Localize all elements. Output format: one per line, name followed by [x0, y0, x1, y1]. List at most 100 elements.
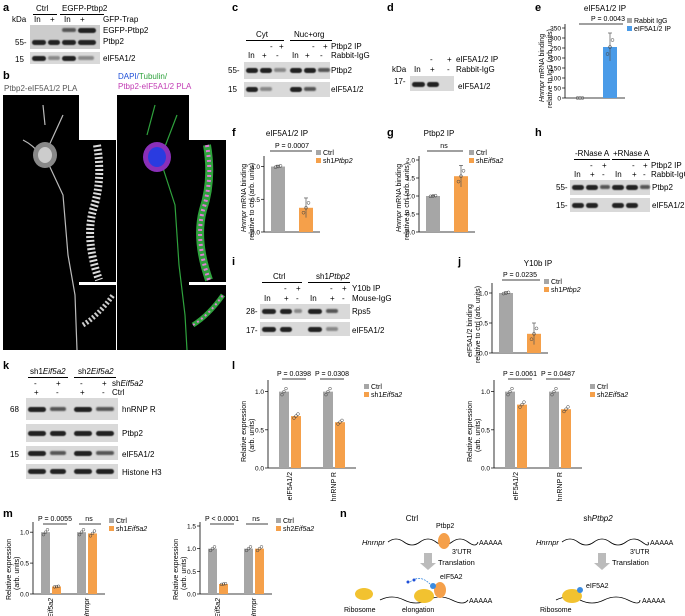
lane-sign: - — [590, 161, 593, 170]
n-sh-title: sh — [583, 514, 591, 523]
data-point — [259, 545, 264, 549]
chart-m-right-ns: ns — [252, 516, 260, 523]
ribosome-icon — [355, 588, 373, 600]
y-tick-label: 300 — [550, 36, 561, 43]
lane-group-sh1: sh1Ptbp2 — [316, 272, 350, 281]
n-gene-sh: Hnrnpr — [536, 538, 559, 547]
eif5a2-dot — [430, 583, 436, 589]
chart-f-ylab-2: mRNA binding — [241, 164, 248, 211]
data-point — [508, 389, 512, 394]
ribosome-icon — [414, 589, 434, 603]
bar — [219, 584, 228, 594]
y-tick-label: 0.0 — [406, 230, 415, 237]
data-point — [52, 585, 57, 589]
data-point — [336, 422, 340, 426]
panel-label-m: m — [3, 508, 13, 520]
n-ribosome-sh: Ribosome — [540, 607, 572, 614]
lane-sign: + — [430, 65, 435, 74]
chart-f-legend-1: Ctrl — [323, 150, 334, 157]
y-tick-label: 250 — [550, 46, 561, 53]
ptbp2-blob — [434, 582, 446, 598]
bar — [279, 391, 289, 468]
lane-sign: - — [447, 65, 450, 74]
data-point — [296, 412, 300, 416]
y-tick-label: 0.0 — [479, 351, 488, 358]
n-utr-ctrl: 3'UTR — [452, 549, 472, 556]
lane-in: In — [310, 294, 317, 303]
row-label-igg: Rabbit-IgG — [456, 65, 495, 74]
data-point — [510, 386, 514, 391]
y-tick-label: 0.0 — [187, 592, 196, 599]
data-point — [580, 96, 585, 100]
merge-image — [117, 95, 189, 350]
row-label-ip: eIF5A1/2 IP — [456, 55, 499, 64]
lane-group-ctrl: Ctrl — [36, 4, 49, 13]
row-label-igg: Rabbit-IgG — [651, 170, 685, 179]
data-point — [532, 332, 536, 336]
k-group-sh1: sh1Eif5a2 — [30, 367, 66, 376]
chart-e-legend-2: eIF5A1/2 IP — [634, 26, 671, 33]
merge-title: DAPI/Tubulin/ — [118, 73, 167, 81]
chart-f: eIF5A1/2 IP P = 0.0007 Ctrl sh1Ptbp2 Hnr… — [241, 129, 353, 240]
x-tick-label: hnRNP R — [331, 472, 338, 501]
lane-in: In — [292, 51, 299, 60]
pla-title-left: Ptbp2-eIF5A1/2 PLA — [4, 84, 78, 93]
row-label-ptbp2: Ptbp2 — [122, 429, 143, 438]
row-label-igg: Rabbit-IgG — [331, 51, 370, 60]
panel-label-c: c — [232, 2, 239, 14]
lane-sign: + — [602, 161, 607, 170]
data-point — [43, 530, 48, 534]
k-group-sh2: sh2Eif5a2 — [78, 367, 114, 376]
panel-label-d: d — [387, 2, 394, 14]
y-tick-label: 1.0 — [20, 530, 29, 537]
y-tick-label: 1.5 — [406, 176, 415, 183]
kda-label: kDa — [392, 65, 407, 74]
chart-l-right: P = 0.0061 P = 0.0487 Ctrl sh2Eif5a2 Rel… — [467, 371, 628, 501]
chart-l-right-legend-1: Ctrl — [597, 384, 608, 391]
data-point — [79, 530, 84, 534]
chart-m-left-legend-1: Ctrl — [116, 518, 127, 525]
chart-m-right-ylab-1: Relative expression — [173, 539, 180, 600]
lane-sign: + — [447, 55, 452, 64]
data-point — [244, 548, 249, 553]
blot-i-eif5a — [260, 322, 350, 336]
row-label-h3: Histone H3 — [122, 468, 162, 477]
n-polya-sh: AAAAA — [650, 540, 674, 547]
data-point — [301, 210, 306, 215]
data-point — [257, 547, 262, 551]
lane-sign: - — [56, 388, 59, 397]
data-point — [324, 393, 328, 397]
data-point — [219, 582, 224, 587]
chart-m-right-legend-1: Ctrl — [283, 518, 294, 525]
svg-text:shPtbp2: shPtbp2 — [583, 514, 613, 523]
lane-in: In — [64, 15, 71, 24]
chart-e-pval: P = 0.0043 — [591, 16, 625, 23]
data-point — [326, 389, 330, 394]
data-point — [56, 584, 61, 588]
bar — [323, 391, 333, 468]
chart-m-right-p1: P < 0.0001 — [205, 516, 239, 523]
row-label-rps5: Rps5 — [352, 307, 371, 316]
pla-zoom-1 — [79, 140, 116, 282]
y-tick-label: 0.5 — [255, 427, 264, 434]
data-point — [522, 400, 526, 404]
bar — [77, 532, 86, 594]
data-point — [90, 531, 95, 536]
lane-sign: + — [102, 379, 107, 388]
y-tick-label: 50 — [554, 86, 562, 93]
data-point — [608, 45, 612, 49]
data-point — [248, 545, 253, 549]
data-point — [304, 206, 308, 210]
lane-sign: - — [102, 388, 105, 397]
chart-m-left: P = 0.0055 ns Ctrl sh1Eif5a2 Relative ex… — [6, 516, 147, 616]
chart-g-legend-1: Ctrl — [476, 150, 487, 157]
lane-in: In — [34, 15, 41, 24]
chart-f-ylab-1: Hnrnpr — [241, 210, 248, 232]
y-tick-label: 0 — [557, 96, 561, 103]
x-tick-label: Eif5a2 — [215, 598, 222, 616]
lane-sign: + — [296, 284, 301, 293]
n-polya-ctrl-2: AAAAA — [469, 598, 493, 605]
svg-text:sh1Ptbp2: sh1Ptbp2 — [551, 287, 581, 294]
data-point — [504, 291, 508, 295]
chart-l-right-p1: P = 0.0061 — [503, 371, 537, 378]
